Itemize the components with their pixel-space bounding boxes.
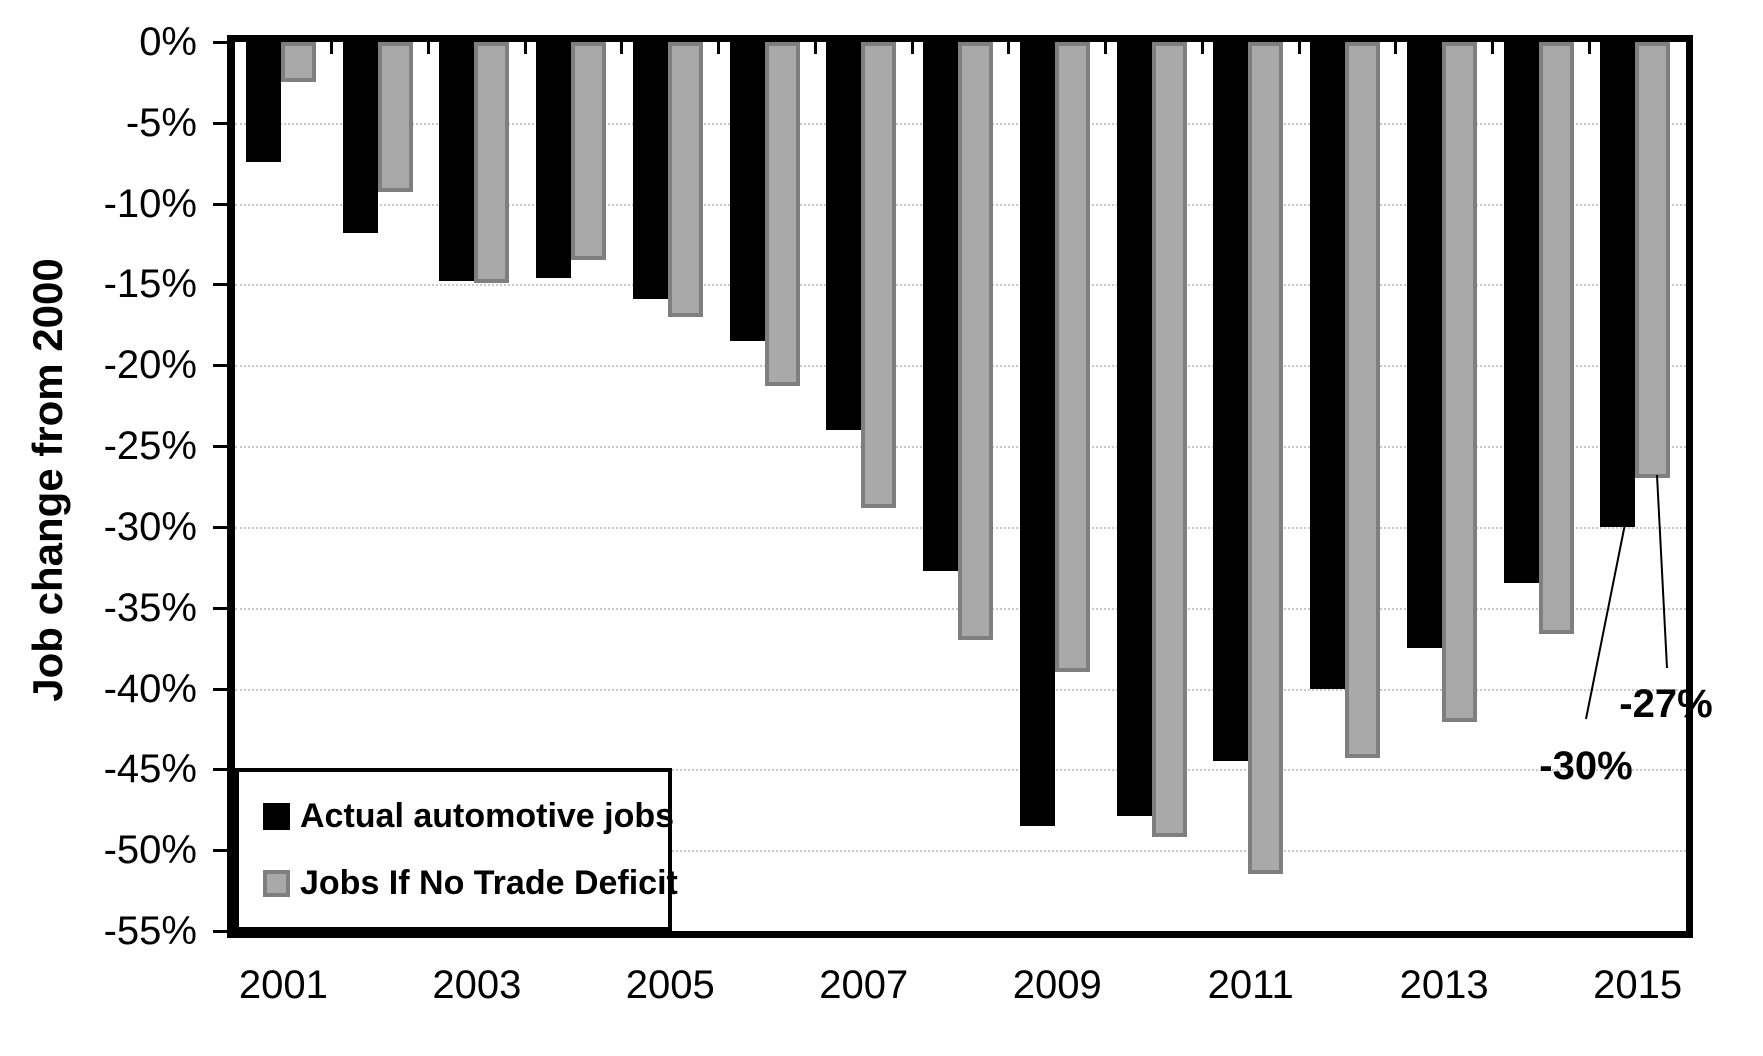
- y-tick-label: -15%: [103, 262, 197, 307]
- y-tick: [213, 606, 228, 610]
- annotation-actual-2015: -30%: [1539, 744, 1633, 788]
- x-tick: [1104, 42, 1108, 54]
- y-tick-label: -5%: [125, 100, 197, 145]
- gridline-45: [235, 769, 1686, 772]
- gridline-40: [235, 688, 1686, 691]
- bar-no-deficit-2010: [1151, 42, 1187, 838]
- x-tick: [910, 42, 914, 54]
- bar-no-deficit-2004: [571, 42, 607, 261]
- bar-no-deficit-2009: [1054, 42, 1090, 673]
- bar-actual-2014: [1503, 42, 1539, 584]
- bar-no-deficit-2007: [861, 42, 897, 508]
- x-tick: [1394, 42, 1398, 54]
- x-tick: [813, 42, 817, 54]
- y-tick-label: -35%: [103, 585, 197, 630]
- bar-no-deficit-2002: [377, 42, 413, 193]
- y-tick: [213, 930, 228, 933]
- legend-label-no-deficit: Jobs If No Trade Deficit: [300, 863, 678, 902]
- x-tick: [1587, 42, 1591, 54]
- x-tick-label-2011: 2011: [1207, 963, 1294, 1007]
- y-tick: [213, 364, 228, 368]
- bar-no-deficit-2011: [1248, 42, 1284, 875]
- bar-no-deficit-2005: [667, 42, 703, 317]
- legend-item-no-deficit: Jobs If No Trade Deficit: [263, 864, 678, 903]
- y-tick: [213, 445, 228, 449]
- bar-no-deficit-2003: [474, 42, 510, 283]
- y-tick: [213, 768, 228, 772]
- bar-actual-2005: [632, 42, 668, 299]
- plot-area: -30% -27% Actual automotive jobs Jobs If…: [227, 35, 1713, 938]
- x-tick: [620, 42, 624, 54]
- y-tick-label: 0%: [139, 20, 197, 64]
- y-tick: [213, 202, 228, 206]
- y-tick: [213, 849, 228, 853]
- bar-actual-2002: [342, 42, 378, 233]
- y-tick: [213, 525, 228, 529]
- bar-actual-2003: [439, 42, 475, 282]
- bar-no-deficit-2014: [1538, 42, 1574, 634]
- bar-actual-2011: [1213, 42, 1249, 762]
- y-tick: [213, 283, 228, 287]
- annotation-no-deficit-2015: -27%: [1619, 682, 1713, 726]
- bar-actual-2008: [923, 42, 959, 571]
- y-axis-title: Job change from 2000: [24, 258, 71, 702]
- bar-no-deficit-2012: [1345, 42, 1381, 759]
- y-tick: [213, 687, 228, 691]
- legend-item-actual: Actual automotive jobs: [263, 797, 674, 836]
- x-tick-label-2007: 2007: [819, 963, 909, 1007]
- bar-actual-2007: [826, 42, 862, 430]
- y-tick-label: -30%: [103, 504, 197, 549]
- bar-no-deficit-2008: [958, 42, 994, 641]
- leader-line-no-deficit-2015: [1656, 474, 1668, 669]
- y-tick-label: -50%: [103, 828, 197, 873]
- bar-actual-2006: [729, 42, 765, 342]
- x-tick: [523, 42, 527, 54]
- y-tick-label: -45%: [103, 747, 197, 792]
- bar-actual-2004: [536, 42, 572, 278]
- x-tick: [1297, 42, 1301, 54]
- x-tick-label-2001: 2001: [238, 963, 328, 1007]
- bar-no-deficit-2001: [281, 42, 316, 83]
- x-tick-label-2013: 2013: [1399, 963, 1489, 1007]
- y-tick-label: -55%: [103, 909, 197, 953]
- bar-no-deficit-2015: [1635, 42, 1671, 479]
- bar-actual-2012: [1310, 42, 1346, 689]
- y-tick-label: -10%: [103, 181, 197, 226]
- y-tick-label: -20%: [103, 343, 197, 388]
- x-tick-label-2005: 2005: [625, 963, 715, 1007]
- bar-no-deficit-2006: [764, 42, 800, 387]
- gridline-50: [235, 850, 1686, 853]
- y-tick-label: -40%: [103, 666, 197, 711]
- y-tick: [213, 121, 228, 125]
- bar-actual-2010: [1116, 42, 1152, 817]
- legend-label-actual: Actual automotive jobs: [300, 796, 675, 835]
- legend: Actual automotive jobs Jobs If No Trade …: [235, 768, 678, 931]
- x-tick: [330, 42, 334, 54]
- bar-actual-2013: [1406, 42, 1442, 649]
- legend-swatch-actual: [263, 802, 290, 830]
- bar-actual-2001: [246, 42, 281, 162]
- bar-actual-2009: [1019, 42, 1055, 826]
- y-tick: [213, 41, 228, 44]
- x-tick-label-2009: 2009: [1012, 963, 1102, 1007]
- x-tick: [717, 42, 721, 54]
- x-tick: [1007, 42, 1011, 54]
- x-tick: [426, 42, 430, 54]
- bar-no-deficit-2013: [1441, 42, 1477, 723]
- legend-swatch-no-deficit: [263, 869, 290, 897]
- y-tick-label: -25%: [103, 424, 197, 469]
- x-tick-label-2015: 2015: [1593, 963, 1683, 1007]
- x-tick-label-2003: 2003: [432, 963, 522, 1007]
- x-tick: [1491, 42, 1495, 54]
- x-tick: [1200, 42, 1204, 54]
- x-axis-labels: 2001 2003 2005 2007 2009 2011 2013 2015: [0, 962, 1763, 1022]
- bar-actual-2015: [1600, 42, 1636, 527]
